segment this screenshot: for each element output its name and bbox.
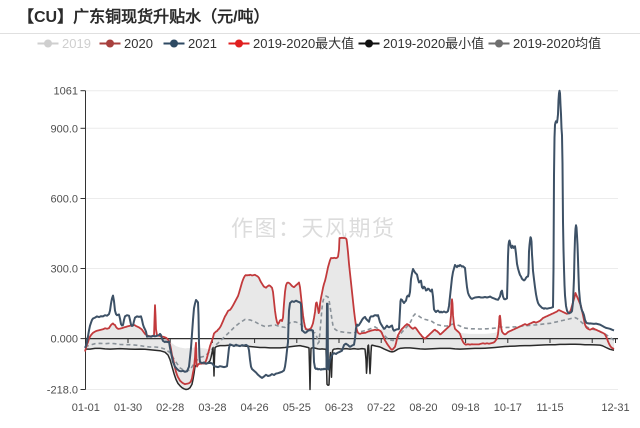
- svg-text:0.000: 0.000: [50, 334, 78, 346]
- svg-text:01-01: 01-01: [72, 402, 100, 414]
- svg-text:2019-2020均值: 2019-2020均值: [513, 36, 601, 51]
- svg-text:900.0: 900.0: [50, 123, 78, 135]
- svg-text:2019-2020最大值: 2019-2020最大值: [253, 36, 354, 51]
- svg-text:300.0: 300.0: [50, 264, 78, 276]
- svg-text:07-22: 07-22: [367, 402, 395, 414]
- svg-text:04-26: 04-26: [241, 402, 269, 414]
- svg-text:05-25: 05-25: [283, 402, 311, 414]
- svg-text:06-23: 06-23: [325, 402, 353, 414]
- svg-text:【CU】广东铜现货升贴水（元/吨）: 【CU】广东铜现货升贴水（元/吨）: [18, 7, 270, 26]
- svg-text:08-20: 08-20: [409, 402, 437, 414]
- svg-text:-218.0: -218.0: [47, 385, 78, 397]
- svg-text:600.0: 600.0: [50, 194, 78, 206]
- svg-text:10-17: 10-17: [494, 402, 522, 414]
- svg-text:2019-2020最小值: 2019-2020最小值: [383, 36, 484, 51]
- svg-text:03-28: 03-28: [198, 402, 226, 414]
- svg-text:11-15: 11-15: [536, 402, 563, 414]
- svg-text:02-28: 02-28: [156, 402, 184, 414]
- svg-text:2019: 2019: [62, 36, 91, 51]
- svg-text:01-30: 01-30: [114, 402, 142, 414]
- svg-text:作图：天风期货: 作图：天风期货: [231, 216, 396, 241]
- svg-text:12-31: 12-31: [601, 402, 629, 414]
- svg-text:2021: 2021: [188, 36, 217, 51]
- svg-text:2020: 2020: [124, 36, 153, 51]
- svg-text:09-18: 09-18: [452, 402, 480, 414]
- svg-text:1061: 1061: [54, 86, 78, 98]
